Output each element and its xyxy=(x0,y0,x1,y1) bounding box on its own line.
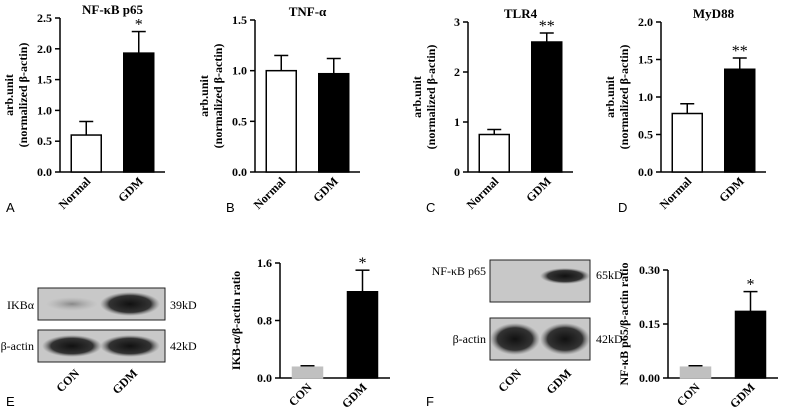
blot-size: 39kD xyxy=(170,298,197,312)
x-tick-label: Normal xyxy=(251,174,289,212)
chart-title: MyD88 xyxy=(693,6,735,21)
panel-label: C xyxy=(426,200,435,215)
y-tick-label: 1.5 xyxy=(232,13,247,27)
x-tick-label: CON xyxy=(674,380,703,409)
blot-e: IKBα β-actin 39kD 42kD CON GDM E xyxy=(1,287,197,409)
x-tick-label: GDM xyxy=(310,174,341,205)
y-axis-label: arb.unit xyxy=(410,76,424,118)
blot-size: 42kD xyxy=(170,339,197,353)
bar xyxy=(265,69,297,173)
bar xyxy=(346,291,379,379)
y-tick-label: 0.00 xyxy=(639,371,660,385)
x-tick-label: Normal xyxy=(464,174,502,212)
significance: ** xyxy=(539,18,555,35)
blot-row-label: IKBα xyxy=(7,298,35,312)
band xyxy=(100,335,160,357)
blot-row-label: β-actin xyxy=(453,332,486,346)
y-tick-label: 0.0 xyxy=(232,165,247,179)
lane-label: CON xyxy=(53,366,82,395)
bar xyxy=(531,41,563,173)
bar xyxy=(291,366,324,379)
band xyxy=(42,335,102,357)
band xyxy=(490,323,540,355)
y-tick-label: 0.15 xyxy=(639,317,660,331)
y-tick-label: 2.0 xyxy=(37,42,52,56)
bar xyxy=(318,72,350,173)
y-tick-label: 3 xyxy=(454,15,460,29)
y-tick-label: 0.5 xyxy=(638,128,653,142)
y-tick-label: 2.5 xyxy=(37,11,52,25)
x-tick-label: GDM xyxy=(339,380,370,411)
y-axis-label: (normalized β-actin) xyxy=(211,44,225,149)
y-axis-label: arb.unit xyxy=(2,74,16,116)
y-tick-label: 1.0 xyxy=(638,90,653,104)
y-tick-label: 2 xyxy=(454,65,460,79)
x-tick-label: GDM xyxy=(115,174,146,205)
lane-label: CON xyxy=(495,366,524,395)
significance: * xyxy=(135,17,143,34)
panel-label: F xyxy=(426,394,434,409)
bar xyxy=(478,133,510,173)
blot-size: 42kD xyxy=(596,332,623,346)
y-tick-label: 1.5 xyxy=(638,53,653,67)
y-axis-label: (normalized β-actin) xyxy=(424,45,438,150)
x-tick-label: Normal xyxy=(56,174,94,212)
band xyxy=(46,297,98,311)
blot-row-label: β-actin xyxy=(1,339,34,353)
y-tick-label: 1.0 xyxy=(37,103,52,117)
y-tick-label: 0.5 xyxy=(232,114,247,128)
bar xyxy=(671,112,703,173)
y-tick-label: 1 xyxy=(454,115,460,129)
y-tick-label: 1.5 xyxy=(37,73,52,87)
panel-label: B xyxy=(226,200,235,215)
x-tick-label: Normal xyxy=(657,174,695,212)
y-axis-label: (normalized β-actin) xyxy=(617,45,631,150)
lane-label: GDM xyxy=(543,366,574,397)
y-axis-label: IKB-α/β-actin ratio xyxy=(229,271,243,370)
y-tick-label: 2.0 xyxy=(638,15,653,29)
chart-title: NF-κB p65 xyxy=(82,2,144,17)
significance: * xyxy=(359,255,367,272)
panel-label: D xyxy=(618,200,627,215)
blot-f: NF-κB p65 β-actin 65kD 42kD CON GDM F xyxy=(426,259,623,409)
y-axis-label: (normalized β-actin) xyxy=(16,43,30,148)
panel-label: E xyxy=(6,394,15,409)
panel-label: A xyxy=(6,200,15,215)
y-tick-label: 0.8 xyxy=(257,314,272,328)
chart-title: TLR4 xyxy=(504,6,538,21)
band xyxy=(100,292,160,316)
significance: ** xyxy=(732,43,748,60)
y-tick-label: 0 xyxy=(454,165,460,179)
x-tick-label: GDM xyxy=(727,380,758,411)
bar xyxy=(724,68,756,173)
y-axis-label: arb.unit xyxy=(197,75,211,117)
y-axis-label: NF-κB p65/β-actin ratio xyxy=(617,263,631,386)
y-tick-label: 1.0 xyxy=(232,64,247,78)
y-tick-label: 0.0 xyxy=(257,371,272,385)
lane-label: GDM xyxy=(109,366,140,397)
bar xyxy=(70,134,102,173)
y-tick-label: 0.5 xyxy=(37,134,52,148)
y-axis-label: arb.unit xyxy=(603,76,617,118)
blot-size: 65kD xyxy=(596,268,623,282)
y-tick-label: 0.0 xyxy=(37,165,52,179)
y-tick-label: 0.0 xyxy=(638,165,653,179)
x-tick-label: GDM xyxy=(716,174,747,205)
significance: * xyxy=(747,277,755,294)
y-tick-label: 0.30 xyxy=(639,263,660,277)
y-tick-label: 1.6 xyxy=(257,256,272,270)
bar xyxy=(123,52,155,173)
blot-row-label: NF-κB p65 xyxy=(432,264,486,278)
band xyxy=(540,323,590,355)
band xyxy=(540,268,590,284)
bar xyxy=(734,310,767,379)
x-tick-label: CON xyxy=(286,380,315,409)
bar xyxy=(679,366,712,379)
chart-title: TNF-α xyxy=(289,4,327,19)
x-tick-label: GDM xyxy=(523,174,554,205)
